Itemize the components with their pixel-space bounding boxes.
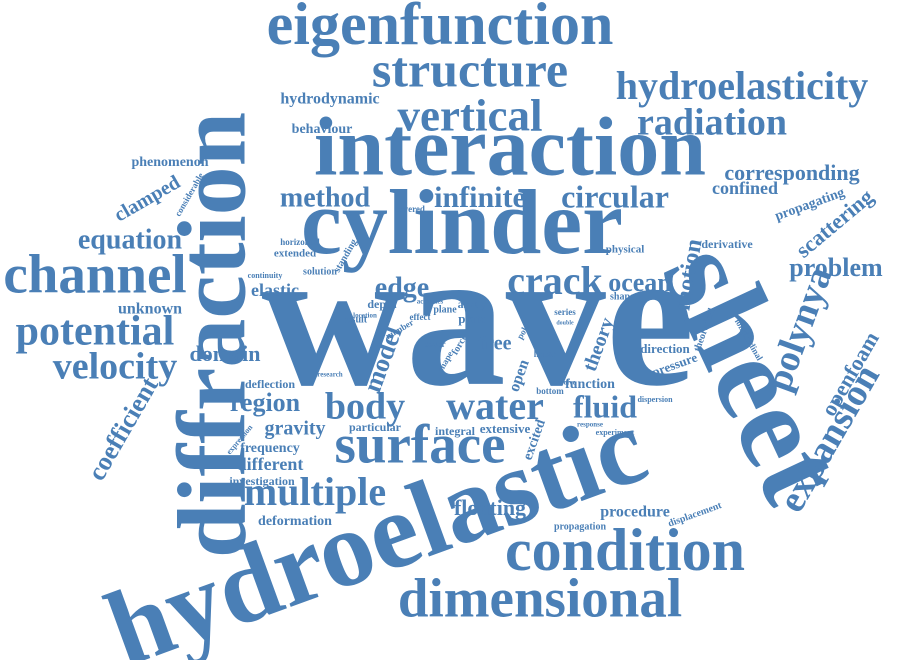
- word: procedure: [600, 504, 670, 521]
- word: diffraction: [158, 112, 266, 558]
- word: activities: [417, 298, 444, 306]
- word: function: [565, 377, 615, 392]
- word: depth: [367, 297, 397, 311]
- word: continuity: [248, 271, 283, 280]
- word: deflection: [245, 377, 295, 391]
- word: different: [237, 454, 304, 474]
- word: derivative: [701, 237, 753, 251]
- word: corresponding: [724, 160, 859, 185]
- word: coefficient: [82, 372, 164, 486]
- word: bottom: [536, 386, 564, 396]
- word: plate: [458, 311, 486, 326]
- word: domain: [190, 341, 261, 366]
- word: dispersion: [637, 395, 673, 404]
- word: vertical: [398, 90, 543, 140]
- word: interaction: [314, 100, 706, 193]
- word: propagation: [554, 521, 606, 532]
- word: plane: [433, 304, 457, 315]
- word: elastic: [251, 280, 299, 300]
- word: floating: [454, 495, 526, 520]
- word: confined: [712, 178, 778, 198]
- word: particular: [349, 420, 402, 434]
- word: frequency: [240, 441, 300, 456]
- word: experiment: [596, 428, 635, 437]
- word: channel: [3, 244, 186, 305]
- word: wave: [261, 207, 694, 428]
- word: result: [343, 314, 368, 325]
- word: array: [458, 297, 487, 311]
- word: structure: [372, 41, 568, 97]
- word: response: [577, 421, 603, 429]
- word: physical: [606, 244, 645, 256]
- word: direction: [640, 341, 690, 356]
- word: double: [556, 320, 574, 326]
- word: ocean: [608, 268, 672, 297]
- word: unknown: [118, 301, 182, 318]
- word: region: [230, 388, 301, 417]
- word: water: [446, 383, 544, 428]
- word: horizontal: [280, 237, 320, 247]
- word: free: [479, 333, 512, 355]
- word: effect: [410, 312, 431, 322]
- word: infinite: [434, 181, 526, 214]
- word: velocity: [53, 346, 178, 388]
- word: extensive: [480, 421, 531, 436]
- word: surface: [334, 414, 505, 475]
- word: multiple: [244, 469, 386, 514]
- word: eigenfunction: [267, 0, 614, 57]
- word: fluid: [573, 388, 637, 424]
- word: integral: [435, 424, 476, 438]
- word: cylinder: [301, 171, 623, 273]
- word: extended: [274, 248, 316, 260]
- word: hydrodynamic: [280, 91, 379, 108]
- word: shaped: [610, 291, 640, 302]
- word: cover: [425, 339, 446, 349]
- word: dimensional: [398, 568, 682, 629]
- word: series: [554, 307, 576, 317]
- word: circular: [561, 178, 669, 214]
- word: potential: [16, 309, 175, 355]
- word: method: [280, 182, 371, 213]
- word: covered: [395, 204, 425, 214]
- word: problem: [789, 253, 883, 282]
- word: radiation: [637, 102, 787, 144]
- word: location: [353, 312, 377, 320]
- word: deformation: [258, 514, 332, 529]
- word: hydroelasticity: [616, 63, 869, 108]
- word: condition: [505, 517, 745, 583]
- word: edge: [375, 272, 429, 303]
- word: solution: [303, 266, 337, 277]
- word: involve: [554, 379, 575, 387]
- word: linear: [534, 349, 557, 359]
- word: investigation: [229, 474, 295, 488]
- word: behaviour: [292, 122, 353, 137]
- word: equation: [78, 224, 183, 255]
- word: body: [325, 386, 405, 428]
- word: crack: [507, 258, 603, 303]
- word: research: [317, 371, 343, 379]
- word: phenomenon: [131, 155, 208, 170]
- word: gravity: [264, 418, 325, 440]
